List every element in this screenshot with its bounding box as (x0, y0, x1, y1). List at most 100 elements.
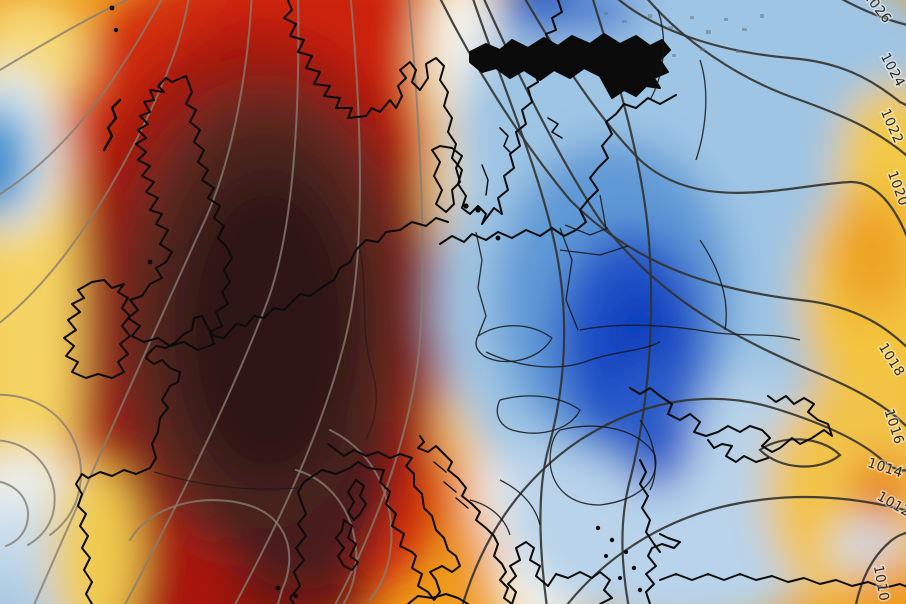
border-poland-east (559, 227, 579, 331)
border-slovakia (485, 341, 661, 368)
isobar-line (0, 439, 56, 546)
coastline-denmark (431, 145, 463, 213)
isobar-line (334, 0, 424, 604)
island-dot (463, 203, 469, 209)
coastline-black-sea (629, 387, 833, 453)
isobar-line-1012 (566, 495, 906, 604)
lake-speck (706, 30, 711, 34)
border-hungary (496, 395, 581, 434)
island-dot-aegean (631, 565, 637, 571)
anomaly-blob (852, 456, 906, 528)
coastlines (63, 0, 906, 604)
coastline-baltic-east (439, 94, 677, 245)
isobar-line (234, 0, 361, 604)
isobar-line (295, 469, 358, 604)
lake-speck (622, 20, 627, 23)
isobar-line (129, 499, 291, 604)
coastline-north-sea-channel (75, 217, 449, 604)
island-dot-balearics (275, 585, 281, 591)
border-belarus-russia (699, 239, 727, 331)
croatian-islands (433, 461, 469, 509)
isobar-contours-east (439, 0, 906, 604)
coastline-norway-sweden (283, 0, 563, 225)
country-borders (153, 9, 801, 536)
island-specks (109, 5, 643, 599)
anomaly-blob (845, 558, 906, 604)
island-corsica (347, 479, 367, 521)
isobar-line-1016 (483, 0, 906, 428)
border-russia-baltics (649, 9, 707, 161)
coastline-spain-med (289, 467, 351, 604)
coastline-hebrides (102, 98, 122, 152)
lake-speck (700, 48, 705, 51)
isobar-line (33, 0, 253, 604)
island-dot-aegean (618, 576, 622, 580)
lake-speck (690, 16, 694, 19)
lake-speck (668, 26, 673, 29)
lake-speck (648, 14, 652, 18)
isobar-line (472, 0, 566, 604)
border-romania (549, 425, 657, 506)
lake-speck (724, 18, 728, 21)
border-baltic-states (559, 194, 629, 256)
river-rhine (359, 249, 377, 441)
border-serbia (469, 479, 541, 536)
border-oder (475, 231, 487, 337)
coastline-bulgaria (639, 459, 661, 553)
isobar-line (0, 480, 30, 547)
isobar-line-1018 (439, 0, 906, 348)
coastline-finland-archipelago (469, 33, 671, 99)
isobar-line (124, 0, 300, 604)
lake-speck (604, 12, 608, 15)
anomaly-blob (832, 195, 906, 315)
island-dot-aegean (595, 525, 601, 531)
isobar-line-1014 (461, 397, 906, 604)
isobar-line (0, 0, 130, 72)
isobar-line-1022 (646, 0, 906, 157)
island-dot (475, 207, 481, 213)
island-dot-aegean (637, 587, 643, 593)
anomaly-blob (50, 460, 140, 604)
lake-speckles (604, 12, 764, 57)
anomaly-blob-extreme-warm-core (183, 180, 353, 480)
anomaly-blob (560, 0, 640, 35)
lake-speck (742, 28, 747, 31)
island-dot-aegean (623, 549, 629, 555)
lake-speck (672, 54, 676, 57)
border-pyrenees (153, 471, 299, 490)
island-sardinia (335, 519, 359, 571)
island-gotland (499, 127, 511, 153)
isobar-line (0, 393, 82, 536)
isobar-line (591, 0, 653, 604)
island-dot (113, 27, 119, 33)
coastline-sicily (407, 593, 469, 604)
island-estonia-isles (547, 117, 563, 139)
coastline-ireland (63, 279, 131, 379)
border-belarus-ukraine (579, 324, 801, 341)
isobar-line-1020 (524, 0, 906, 238)
island-dot-aegean (604, 554, 608, 558)
island-oland (481, 164, 489, 196)
isobar-line-1024 (617, 0, 906, 107)
border-czech (475, 325, 553, 363)
isobar-line (0, 0, 163, 196)
coastline-greece (507, 541, 613, 604)
island-dot-balearics (293, 593, 299, 599)
lake-speck (736, 50, 741, 53)
coastline-turkey-west (645, 533, 681, 604)
border-moldova (639, 419, 656, 491)
isobar-loop (758, 438, 842, 468)
island-dot-isle-of-man (147, 259, 153, 265)
coastline-turkey-north (659, 573, 906, 589)
coastline-adriatic-east (417, 435, 513, 604)
coastline-crimea-south (707, 439, 769, 463)
island-dot (109, 5, 115, 11)
isobar-line-1010 (854, 531, 906, 604)
island-dot-aegean (609, 537, 615, 543)
isobar-line-1026 (841, 0, 906, 26)
lake-speck (760, 14, 764, 18)
island-dot-bornholm (495, 235, 501, 241)
